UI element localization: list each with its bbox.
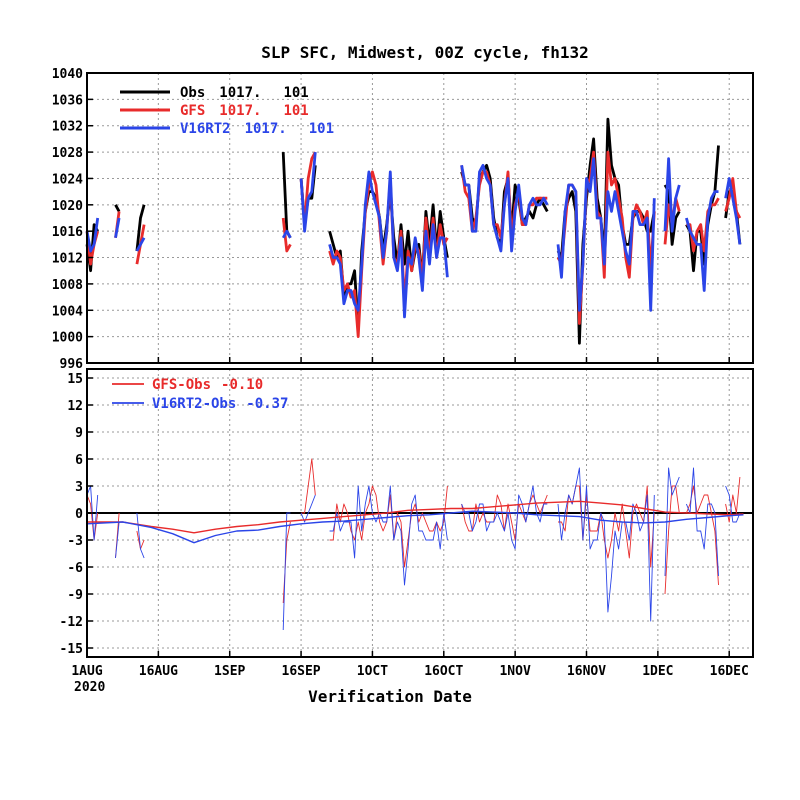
y-tick-label: -15 <box>60 642 83 657</box>
pressure-panel-frame <box>86 72 754 364</box>
v16rt2-series-line <box>556 157 656 312</box>
gfs-obs-series-line <box>558 485 655 568</box>
running-mean-series-line <box>86 510 744 544</box>
pressure-series-lines <box>85 117 742 345</box>
x-tick-label: 16AUG <box>139 664 178 679</box>
v16rt2-series-line <box>299 151 317 233</box>
gfs-obs-series-line <box>301 458 316 514</box>
gfs-obs-series-line <box>329 485 448 568</box>
gfs-obs-series-line <box>461 494 548 541</box>
v16rt2-series-line <box>328 170 449 319</box>
obs-series-line <box>114 204 121 213</box>
legend-series-stat: -0.37 <box>246 396 288 412</box>
v16rt2-obs-series-line <box>115 521 120 559</box>
y-tick-label: -12 <box>60 615 83 630</box>
y-tick-label: 6 <box>75 453 83 468</box>
y-tick-label: 1000 <box>52 331 83 346</box>
pressure-panel: 996 1000 1004 1008 1012 1016 1020 1024 1028 1032 1… <box>52 67 754 372</box>
legend-gfs-obs: GFS-Obs -0.10 <box>152 377 263 393</box>
legend-series-name: V16RT2-Obs <box>152 396 236 412</box>
v16rt2-obs-series-line <box>685 467 719 577</box>
v16rt2-obs-series-line <box>300 494 316 523</box>
y-tick-label: 1036 <box>52 93 83 108</box>
v16rt2-series-line <box>281 229 292 239</box>
y-tick-label: -3 <box>67 534 83 549</box>
y-tick-label: 1004 <box>52 304 83 319</box>
legend-v16rt2-obs: V16RT2-Obs -0.37 <box>152 396 288 412</box>
v16rt2-series-line <box>460 163 549 253</box>
legend-series-stat: 1017. <box>245 121 287 137</box>
legend-series-name: GFS-Obs <box>152 377 211 393</box>
y-tick-label: 0 <box>75 507 83 522</box>
legend-series-name: V16RT2 <box>180 121 231 137</box>
gfs-obs-series-line <box>664 485 680 595</box>
gfs-series-line <box>724 177 742 219</box>
legend-series-stat: 1017. <box>219 85 261 101</box>
legend-series-stat: -0.10 <box>221 377 263 393</box>
gfs-series-line <box>686 197 720 253</box>
x-axis-year-label: 2020 <box>74 680 105 695</box>
x-tick-label: 16OCT <box>424 664 463 679</box>
x-tick-label: 1NOV <box>499 664 530 679</box>
y-tick-label: 1008 <box>52 278 83 293</box>
v16rt2-obs-series-line <box>461 485 548 550</box>
v16rt2-series-line <box>114 217 121 239</box>
y-tick-label: 1024 <box>52 172 83 187</box>
legend-series-count: 101 <box>309 121 334 137</box>
legend-gfs: GFS 1017. 101 <box>180 103 309 119</box>
v16rt2-obs-series-line <box>725 485 741 523</box>
v16rt2-series-line <box>663 157 681 233</box>
x-tick-label: 1DEC <box>642 664 673 679</box>
legend-series-name: GFS <box>180 103 205 119</box>
v16rt2-series-line <box>685 190 719 292</box>
legend-v16rt2: V16RT2 1017. 101 <box>180 121 334 137</box>
v16rt2-series-line <box>135 237 146 252</box>
x-tick-label: 16DEC <box>710 664 749 679</box>
obs-series-line <box>135 204 146 252</box>
y-tick-label: 9 <box>75 426 83 441</box>
y-tick-label: 1012 <box>52 252 83 267</box>
v16rt2-series-line <box>85 217 100 253</box>
x-tick-label: 1OCT <box>357 664 388 679</box>
legend-series-name: Obs <box>180 85 205 101</box>
x-tick-label: 16NOV <box>567 664 606 679</box>
v16rt2-obs-series-line <box>557 467 655 622</box>
legend-obs: Obs 1017. 101 <box>180 85 309 101</box>
x-tick-label: 1SEP <box>214 664 245 679</box>
x-tick-label: 1AUG <box>71 664 102 679</box>
legend-series-count: 101 <box>283 85 308 101</box>
legend-series-count: 101 <box>283 103 308 119</box>
y-tick-label: 1040 <box>52 67 83 82</box>
difference-panel: -15 -12 -9 -6 -3 0 3 6 9 12 15 GFS-Obs -0.10 V16RT2-… <box>60 368 754 658</box>
legend-series-stat: 1017. <box>219 103 261 119</box>
y-tick-label: 996 <box>60 357 84 372</box>
pressure-legend: Obs 1017. 101 GFS 1017. 101 V16RT2 1017. 101 <box>120 85 334 137</box>
y-tick-label: 15 <box>67 372 83 387</box>
y-tick-label: 1016 <box>52 225 83 240</box>
difference-legend: GFS-Obs -0.10 V16RT2-Obs -0.37 <box>112 377 288 412</box>
x-axis-ticks: 1AUG 16AUG 1SEP 16SEP 1OCT 16OCT 1NOV 16NOV 1DEC… <box>71 664 748 679</box>
pressure-y-ticks: 996 1000 1004 1008 1012 1016 1020 1024 1028 1032 1… <box>52 67 93 372</box>
x-tick-label: 16SEP <box>282 664 321 679</box>
v16rt2-obs-series-line <box>329 485 448 586</box>
y-tick-label: 1032 <box>52 120 83 135</box>
v16rt2-series-line <box>724 177 742 245</box>
y-tick-label: -9 <box>67 588 83 603</box>
difference-y-ticks: -15 -12 -9 -6 -3 0 3 6 9 12 15 <box>60 372 93 657</box>
y-tick-label: 1020 <box>52 199 83 214</box>
gfs-series-line <box>281 217 292 253</box>
y-tick-label: -6 <box>67 561 83 576</box>
running-mean-series-line <box>87 500 744 534</box>
y-tick-label: 1028 <box>52 146 83 161</box>
difference-grid <box>86 369 753 657</box>
difference-series-lines <box>86 458 744 631</box>
pressure-grid <box>86 72 753 364</box>
x-axis-title: Verification Date <box>308 687 472 706</box>
y-tick-label: 12 <box>67 399 83 414</box>
v16rt2-obs-series-line <box>282 512 291 631</box>
y-tick-label: 3 <box>75 480 83 495</box>
v16rt2-obs-series-line <box>664 467 680 577</box>
chart-title: SLP SFC, Midwest, 00Z cycle, fh132 <box>261 43 589 62</box>
